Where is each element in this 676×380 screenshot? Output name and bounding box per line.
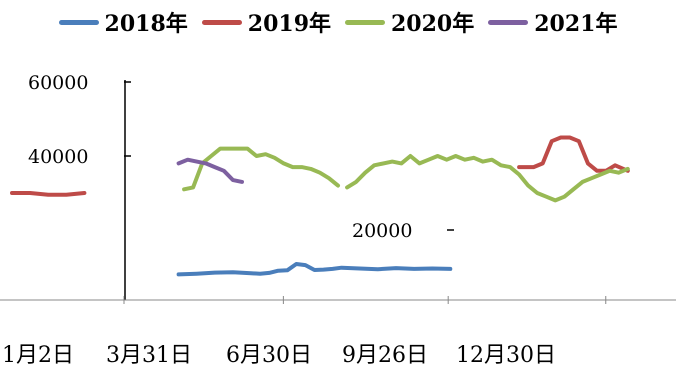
y-tick-label: 40000 [28,146,88,168]
x-tick-label: 6月30日 [226,343,312,368]
legend-swatch-2019 [201,19,242,25]
chart-legend: 2018年 2019年 2020年 2021年 [0,0,676,44]
legend-label-2020: 2020年 [391,11,475,37]
series-line-2020 [345,154,630,203]
legend-label-2021: 2021年 [534,11,618,37]
legend-item-2021: 2021年 [488,6,617,38]
legend-item-2020: 2020年 [345,6,474,38]
x-tick-label: 1月2日 [2,343,74,368]
legend-swatch-2020 [345,19,385,25]
legend-swatch-2018 [58,19,99,25]
legend-swatch-2021 [488,19,529,25]
x-tick-label: 12月30日 [456,343,556,368]
series-line-2018 [176,262,453,277]
series-line-2019 [10,191,87,197]
x-tick-label: 3月31日 [106,343,192,368]
series-line-2021 [176,157,244,184]
y-tick-label: 60000 [28,72,88,94]
legend-label-2019: 2019年 [247,11,331,37]
legend-label-2018: 2018年 [104,11,188,37]
series-line-2019 [517,135,630,173]
legend-item-2018: 2018年 [58,6,188,38]
x-tick-label: 9月26日 [342,343,428,368]
y-tick-label: 20000 [352,220,412,242]
legend-item-2019: 2019年 [201,6,331,38]
series-line-2020 [182,146,340,192]
